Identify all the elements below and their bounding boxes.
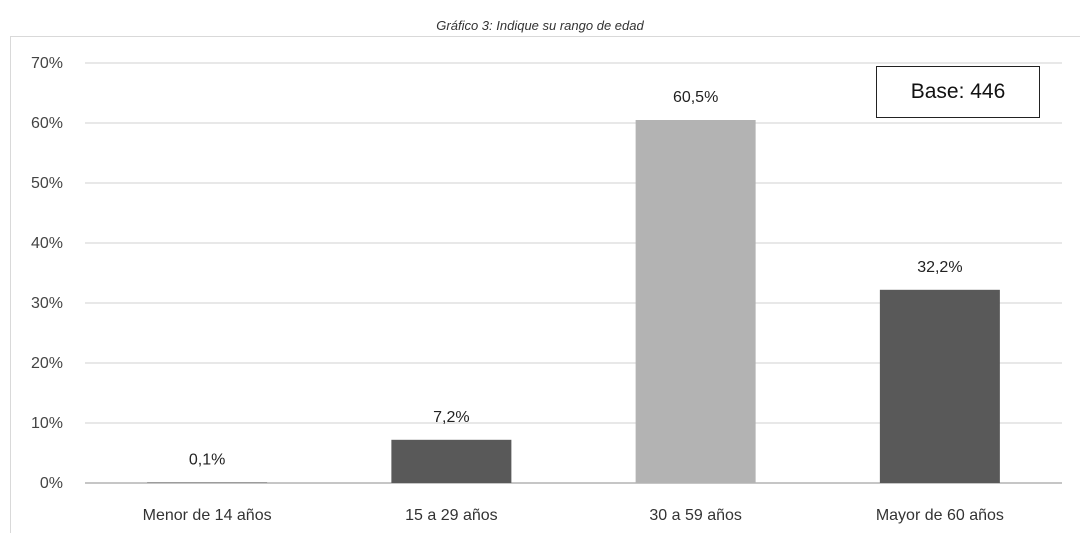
bar [391,439,512,483]
data-label: 0,1% [189,451,225,468]
data-label: 32,2% [917,259,962,276]
y-tick-label: 40% [31,235,63,252]
data-label: 60,5% [673,89,718,106]
y-tick-label: 60% [31,115,63,132]
x-tick-label: 30 a 59 años [649,507,742,524]
x-tick-label: Menor de 14 años [143,507,272,524]
x-tick-label: Mayor de 60 años [876,507,1004,524]
y-tick-label: 10% [31,415,63,432]
bar [147,482,268,483]
y-tick-label: 20% [31,355,63,372]
y-tick-label: 50% [31,175,63,192]
base-annotation-text: Base: 446 [910,80,1006,103]
y-tick-label: 30% [31,295,63,312]
y-tick-label: 0% [40,475,63,492]
bar [635,120,756,483]
data-label: 7,2% [433,409,469,426]
y-tick-label: 70% [31,55,63,72]
bar [879,289,1000,483]
base-annotation: Base: 446 [876,66,1040,118]
x-tick-label: 15 a 29 años [405,507,498,524]
chart-frame [10,36,1080,533]
chart-title: Gráfico 3: Indique su rango de edad [436,18,644,33]
